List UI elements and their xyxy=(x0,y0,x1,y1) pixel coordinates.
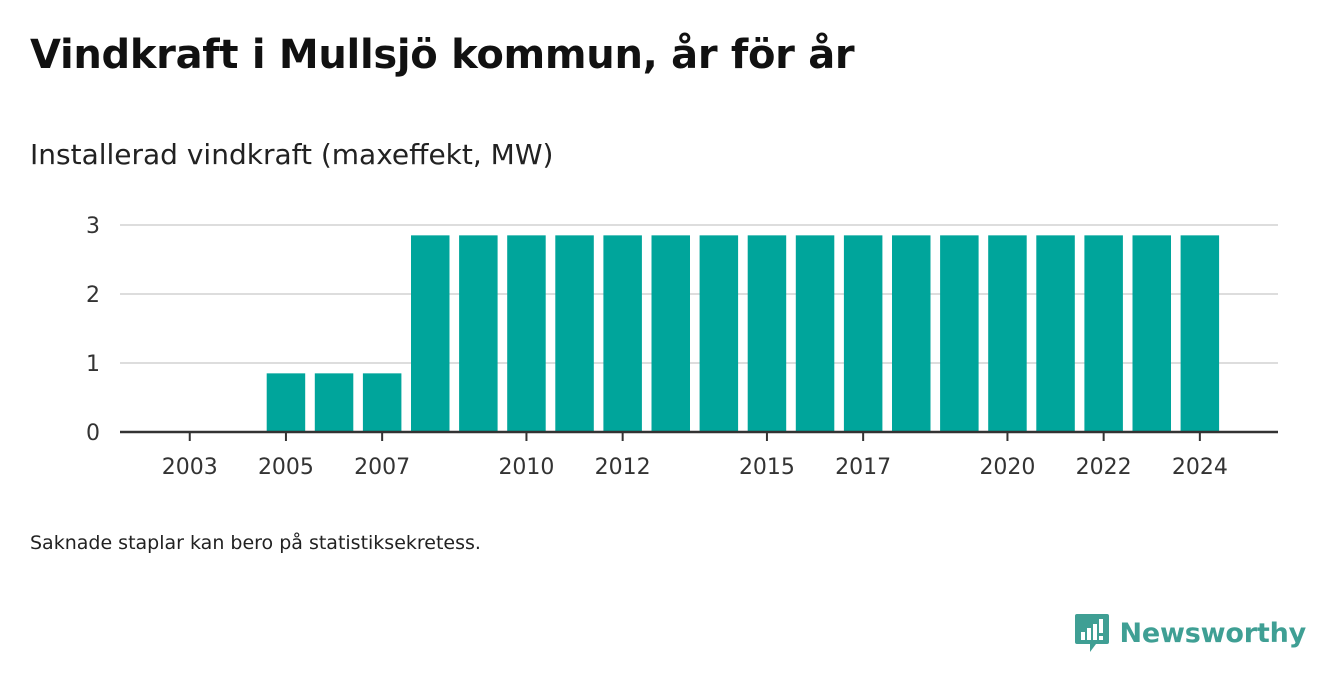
bar-2014 xyxy=(699,235,739,432)
bar-2006 xyxy=(314,373,354,432)
footnote: Saknade staplar kan bero på statistiksek… xyxy=(30,532,481,554)
x-tick-label-2022: 2022 xyxy=(1076,455,1132,480)
axes: 0 1 2 3 2003 2005 2007 2010 2012 2015 2017 2020 2022… xyxy=(86,214,1278,480)
bar-2020 xyxy=(988,235,1027,432)
newsworthy-logo-icon xyxy=(1074,614,1109,652)
bar-chart: 0 1 2 3 2003 2005 2007 2010 2012 2015 2017 2020 2022… xyxy=(86,214,1278,480)
bar-2016 xyxy=(795,235,835,432)
brand-name: Newsworthy xyxy=(1119,617,1307,649)
brand-logo: Newsworthy xyxy=(1074,612,1306,654)
y-tick-label-0: 0 xyxy=(86,421,100,446)
x-tick-label-2010: 2010 xyxy=(498,455,554,480)
x-tick-label-2007: 2007 xyxy=(354,455,410,480)
bar-2015 xyxy=(747,235,787,432)
chart-subtitle: Installerad vindkraft (maxeffekt, MW) xyxy=(30,138,554,171)
bar-2005 xyxy=(266,373,306,432)
y-tick-label-2: 2 xyxy=(86,283,100,308)
bar-2018 xyxy=(892,235,931,432)
bar-2019 xyxy=(940,235,979,432)
bar-2008 xyxy=(411,235,450,432)
x-tick-label-2017: 2017 xyxy=(835,455,891,480)
bar-2012 xyxy=(603,235,642,432)
y-tick-label-3: 3 xyxy=(86,214,100,239)
bar-2010 xyxy=(507,235,546,432)
bar-2017 xyxy=(843,235,883,432)
x-tick-label-2012: 2012 xyxy=(595,455,651,480)
chart-title: Vindkraft i Mullsjö kommun, år för år xyxy=(30,32,855,78)
bar-2021 xyxy=(1036,235,1075,432)
x-tick-label-2005: 2005 xyxy=(258,455,314,480)
bars xyxy=(266,235,1220,432)
bar-2024 xyxy=(1180,235,1220,432)
bar-2009 xyxy=(459,235,498,432)
x-tick-label-2015: 2015 xyxy=(739,455,795,480)
y-tick-label-1: 1 xyxy=(86,352,100,377)
bar-2007 xyxy=(362,373,402,432)
bar-2013 xyxy=(651,235,690,432)
x-tick-label-2024: 2024 xyxy=(1172,455,1228,480)
x-tick-label-2003: 2003 xyxy=(162,455,218,480)
bar-2023 xyxy=(1132,235,1171,432)
bar-2011 xyxy=(555,235,594,432)
bar-2022 xyxy=(1084,235,1123,432)
x-tick-label-2020: 2020 xyxy=(979,455,1035,480)
